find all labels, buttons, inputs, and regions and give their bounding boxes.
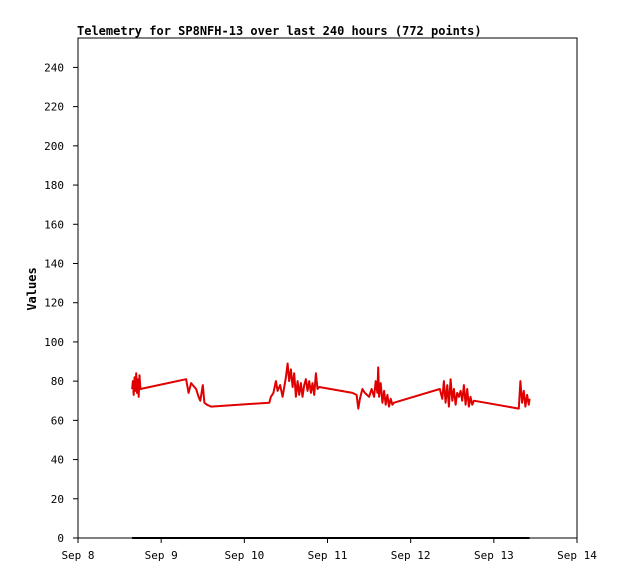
x-tick-label: Sep 14 [557,549,597,562]
y-axis: 0 20 40 60 80 100 120 140 160 180 200 220 240 [44,61,78,545]
y-tick-label: 0 [57,532,64,545]
y-tick-label: 140 [44,257,64,270]
x-tick-label: Sep 10 [224,549,264,562]
y-tick-label: 100 [44,336,64,349]
x-tick-label: Sep 11 [308,549,348,562]
y-tick-label: 220 [44,101,64,114]
y-tick-label: 20 [51,493,64,506]
x-tick-label: Sep 8 [61,549,94,562]
y-tick-label: 120 [44,297,64,310]
x-tick-label: Sep 12 [391,549,431,562]
x-tick-label: Sep 9 [145,549,178,562]
y-tick-label: 180 [44,179,64,192]
y-tick-label: 160 [44,218,64,231]
series-layer [131,362,531,539]
y-tick-label: 40 [51,454,64,467]
y-tick-label: 60 [51,414,64,427]
y-axis-label: Values [25,267,39,310]
series-line-0 [131,362,531,410]
x-axis: Sep 8 Sep 9 Sep 10 Sep 11 Sep 12 Sep 13 Sep 14 [61,538,597,562]
chart-title: Telemetry for SP8NFH-13 over last 240 ho… [77,24,482,38]
plot-area [77,37,578,539]
y-tick-label: 240 [44,61,64,74]
y-tick-label: 80 [51,375,64,388]
y-tick-label: 200 [44,140,64,153]
x-tick-label: Sep 13 [474,549,514,562]
